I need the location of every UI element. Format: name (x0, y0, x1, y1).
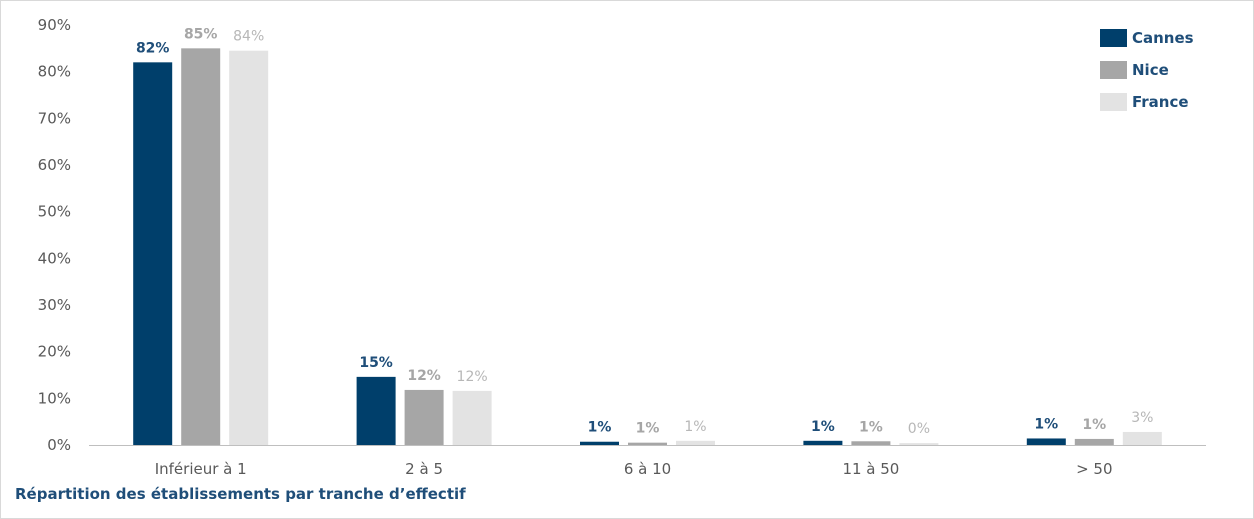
y-tick-label: 80% (38, 63, 71, 81)
bar-nice-1 (404, 389, 444, 445)
data-label-nice-1: 12% (407, 368, 441, 384)
data-label-nice-3: 1% (859, 419, 883, 435)
bar-cannes-1 (356, 376, 396, 445)
data-label-cannes-0: 82% (136, 40, 170, 56)
data-label-france-2: 1% (684, 419, 706, 435)
bar-cannes-3 (803, 440, 843, 445)
y-tick-label: 20% (38, 343, 71, 361)
data-label-cannes-2: 1% (588, 420, 612, 436)
bar-nice-0 (181, 48, 221, 445)
data-label-france-1: 12% (457, 369, 488, 385)
data-label-france-0: 84% (233, 29, 264, 45)
y-tick-label: 10% (38, 389, 71, 407)
data-label-france-4: 3% (1131, 410, 1153, 426)
bar-cannes-2 (580, 441, 619, 445)
data-label-nice-0: 85% (184, 26, 218, 42)
bar-cannes-4 (1026, 438, 1066, 445)
x-category-label: Inférieur à 1 (155, 460, 247, 478)
data-label-nice-2: 1% (636, 421, 660, 437)
y-tick-label: 90% (38, 16, 71, 34)
bar-france-2 (676, 440, 715, 445)
bar-france-4 (1122, 431, 1162, 445)
y-tick-label: 0% (47, 436, 71, 454)
chart-caption: Répartition des établissements par tranc… (15, 485, 466, 503)
bar-nice-3 (851, 441, 891, 445)
y-tick-label: 50% (38, 203, 71, 221)
data-label-france-3: 0% (908, 421, 930, 437)
y-tick-label: 40% (38, 249, 71, 267)
legend-swatch-nice (1100, 61, 1127, 79)
bar-france-3 (899, 443, 939, 445)
y-tick-label: 70% (38, 109, 71, 127)
legend-swatch-france (1100, 93, 1127, 111)
bar-france-0 (229, 50, 269, 446)
data-label-cannes-3: 1% (811, 419, 835, 435)
y-tick-label: 60% (38, 156, 71, 174)
data-label-cannes-4: 1% (1034, 416, 1058, 432)
x-category-label: 6 à 10 (624, 460, 671, 478)
x-category-label: 2 à 5 (405, 460, 443, 478)
x-category-label: 11 à 50 (842, 460, 899, 478)
x-category-label: > 50 (1076, 460, 1112, 478)
bar-nice-4 (1074, 438, 1114, 445)
bar-france-1 (452, 390, 492, 445)
legend-label-cannes: Cannes (1132, 29, 1194, 47)
data-label-nice-4: 1% (1082, 417, 1106, 433)
legend-label-nice: Nice (1132, 61, 1169, 79)
bar-nice-2 (628, 442, 667, 445)
bar-cannes-0 (133, 62, 173, 445)
data-label-cannes-1: 15% (359, 355, 393, 371)
legend-label-france: France (1132, 93, 1189, 111)
legend-swatch-cannes (1100, 29, 1127, 47)
y-tick-label: 30% (38, 296, 71, 314)
